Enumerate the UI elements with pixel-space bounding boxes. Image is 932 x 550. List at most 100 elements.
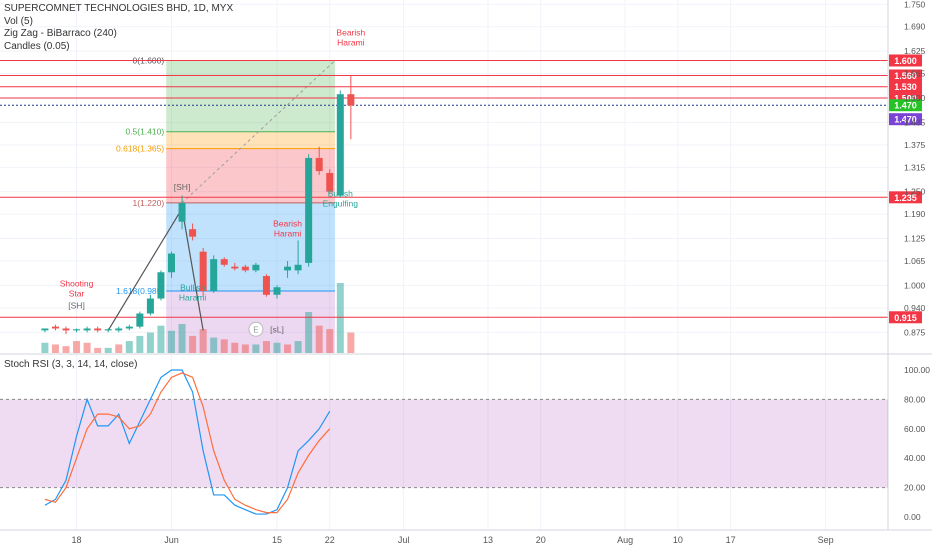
stoch-tick-5: 0.00 (904, 512, 921, 522)
candle-body-25 (305, 157, 313, 263)
price-tick-2: 1.625 (904, 46, 926, 56)
volume-bar-20 (252, 344, 260, 353)
pattern-label-2: Bullish (328, 189, 353, 199)
price-tick-7: 1.315 (904, 162, 926, 172)
candle-body-12 (168, 253, 175, 273)
legend-zigzag[interactable]: Zig Zag - BiBarraco (240) (4, 28, 117, 40)
earnings-marker (248, 321, 264, 337)
volume-bar-0 (41, 342, 49, 353)
candle-body-9 (136, 313, 144, 327)
candle-body-11 (157, 272, 165, 299)
price-tag-1 (889, 69, 922, 82)
pattern-label-5: [SH] (174, 182, 191, 192)
price-tick-8: 1.250 (904, 187, 926, 197)
price-tag-0 (889, 54, 922, 67)
volume-bar-29 (347, 332, 355, 353)
volume-bar-9 (136, 335, 144, 353)
price-tick-13: 0.940 (904, 303, 926, 313)
volume-bar-5 (94, 347, 102, 353)
time-tick-6: 20 (536, 535, 546, 545)
legend-symbol[interactable]: SUPERCOMNET TECHNOLOGIES BHD, 1D, MYX (4, 3, 234, 14)
volume-bar-4 (83, 342, 91, 353)
price-tick-5: 1.435 (904, 117, 926, 127)
price-tag-text-0: 1.600 (894, 56, 917, 66)
legend-vol[interactable]: Vol (5) (4, 15, 33, 27)
pattern-label-6: [SH] (68, 301, 85, 311)
pattern-label-3-b: Harami (179, 292, 207, 302)
volume-bar-15 (199, 329, 207, 353)
time-tick-8: 10 (673, 535, 683, 545)
current-price-text: 1.470 (894, 101, 917, 111)
candle-body-26 (315, 157, 323, 172)
stoch-tick-0: 100.00 (904, 365, 930, 375)
volume-bar-3 (73, 341, 81, 353)
pattern-label-4: Shooting (60, 279, 94, 289)
stoch-series-D (44, 372, 331, 514)
volume-bar-27 (326, 329, 334, 353)
fib-trend-line (181, 60, 336, 204)
candle-body-22 (273, 287, 281, 295)
candle-body-15 (199, 251, 207, 292)
time-tick-2: 15 (272, 535, 282, 545)
price-tick-1: 1.690 (904, 22, 926, 32)
time-tick-5: 13 (483, 535, 493, 545)
pattern-label-0-b: Harami (337, 37, 365, 47)
time-tick-9: 17 (726, 535, 736, 545)
candle-body-10 (146, 298, 154, 314)
candle-body-29 (347, 94, 355, 106)
volume-bar-6 (104, 347, 112, 353)
stoch-tick-3: 40.00 (904, 453, 926, 463)
candle-body-1 (51, 326, 59, 329)
volume-bar-19 (241, 344, 249, 353)
volume-bar-18 (231, 342, 239, 353)
fib-label-1.618: 1.618(0.985) (116, 286, 164, 296)
candle-body-23 (284, 266, 292, 271)
last-price-tag (889, 113, 922, 126)
price-tick-6: 1.375 (904, 140, 926, 150)
candle-body-17 (220, 259, 228, 265)
price-tag-text-3: 1.500 (894, 93, 917, 103)
last-price-text: 1.470 (894, 115, 917, 125)
price-tick-10: 1.125 (904, 234, 926, 244)
time-tick-7: Aug (617, 535, 633, 545)
volume-bar-1 (51, 344, 59, 353)
stoch-tick-4: 20.00 (904, 483, 926, 493)
volume-bar-23 (284, 344, 292, 353)
volume-bar-16 (210, 337, 218, 353)
stoch-legend[interactable]: Stoch RSI (3, 3, 14, 14, close) (4, 359, 138, 370)
volume-bar-10 (146, 332, 154, 353)
time-tick-3: 22 (325, 535, 335, 545)
candle-body-6 (104, 329, 112, 331)
fib-label-0.5: 0.5(1.410) (125, 127, 164, 137)
fib-zone-0 (166, 60, 336, 132)
volume-bar-25 (305, 312, 313, 353)
volume-bar-2 (62, 346, 70, 353)
price-tag-text-5: 0.915 (894, 313, 917, 323)
candle-body-18 (231, 266, 239, 269)
volume-bar-7 (115, 344, 123, 353)
price-tick-9: 1.190 (904, 209, 926, 219)
candle-body-24 (294, 264, 302, 271)
pattern-label-3: Bullish (180, 282, 205, 292)
price-tick-14: 0.875 (904, 327, 926, 337)
price-tag-text-4: 1.235 (894, 193, 917, 203)
pattern-label-7: [sL] (270, 324, 284, 334)
time-tick-1: Jun (164, 535, 179, 545)
pattern-label-2-b: Engulfing (323, 199, 359, 209)
volume-bar-13 (178, 323, 186, 353)
candle-body-3 (73, 329, 81, 331)
stoch-tick-2: 60.00 (904, 424, 926, 434)
price-tick-11: 1.065 (904, 256, 926, 266)
volume-bar-24 (294, 341, 302, 353)
volume-bar-17 (220, 339, 228, 353)
price-tick-12: 1.000 (904, 280, 926, 290)
legend-candles[interactable]: Candles (0.05) (4, 40, 70, 52)
volume-bar-22 (273, 342, 281, 353)
price-tag-text-2: 1.530 (894, 82, 917, 92)
fib-label-1: 1(1.220) (133, 198, 165, 208)
candle-body-14 (189, 229, 197, 237)
volume-bar-14 (189, 335, 197, 353)
volume-bar-28 (336, 283, 344, 353)
